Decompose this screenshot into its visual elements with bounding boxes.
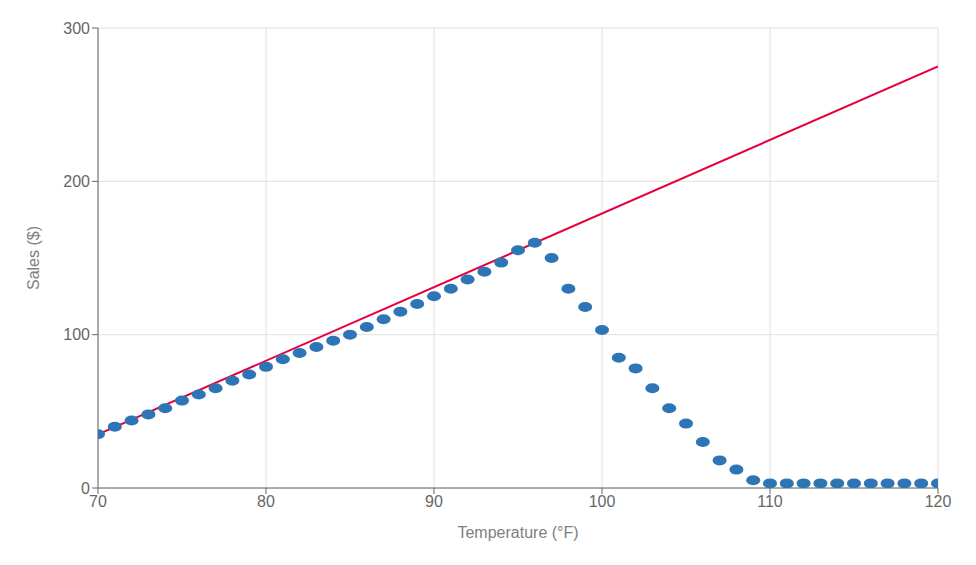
svg-text:0: 0 — [81, 480, 90, 497]
svg-text:90: 90 — [425, 493, 443, 510]
svg-text:Temperature (°F): Temperature (°F) — [457, 524, 578, 541]
svg-text:100: 100 — [63, 326, 90, 343]
svg-text:Sales ($): Sales ($) — [25, 226, 42, 290]
svg-text:200: 200 — [63, 173, 90, 190]
svg-text:110: 110 — [757, 493, 783, 510]
svg-text:100: 100 — [589, 493, 616, 510]
svg-text:300: 300 — [63, 20, 90, 37]
svg-text:70: 70 — [89, 493, 107, 510]
svg-text:120: 120 — [925, 493, 952, 510]
svg-text:80: 80 — [257, 493, 275, 510]
